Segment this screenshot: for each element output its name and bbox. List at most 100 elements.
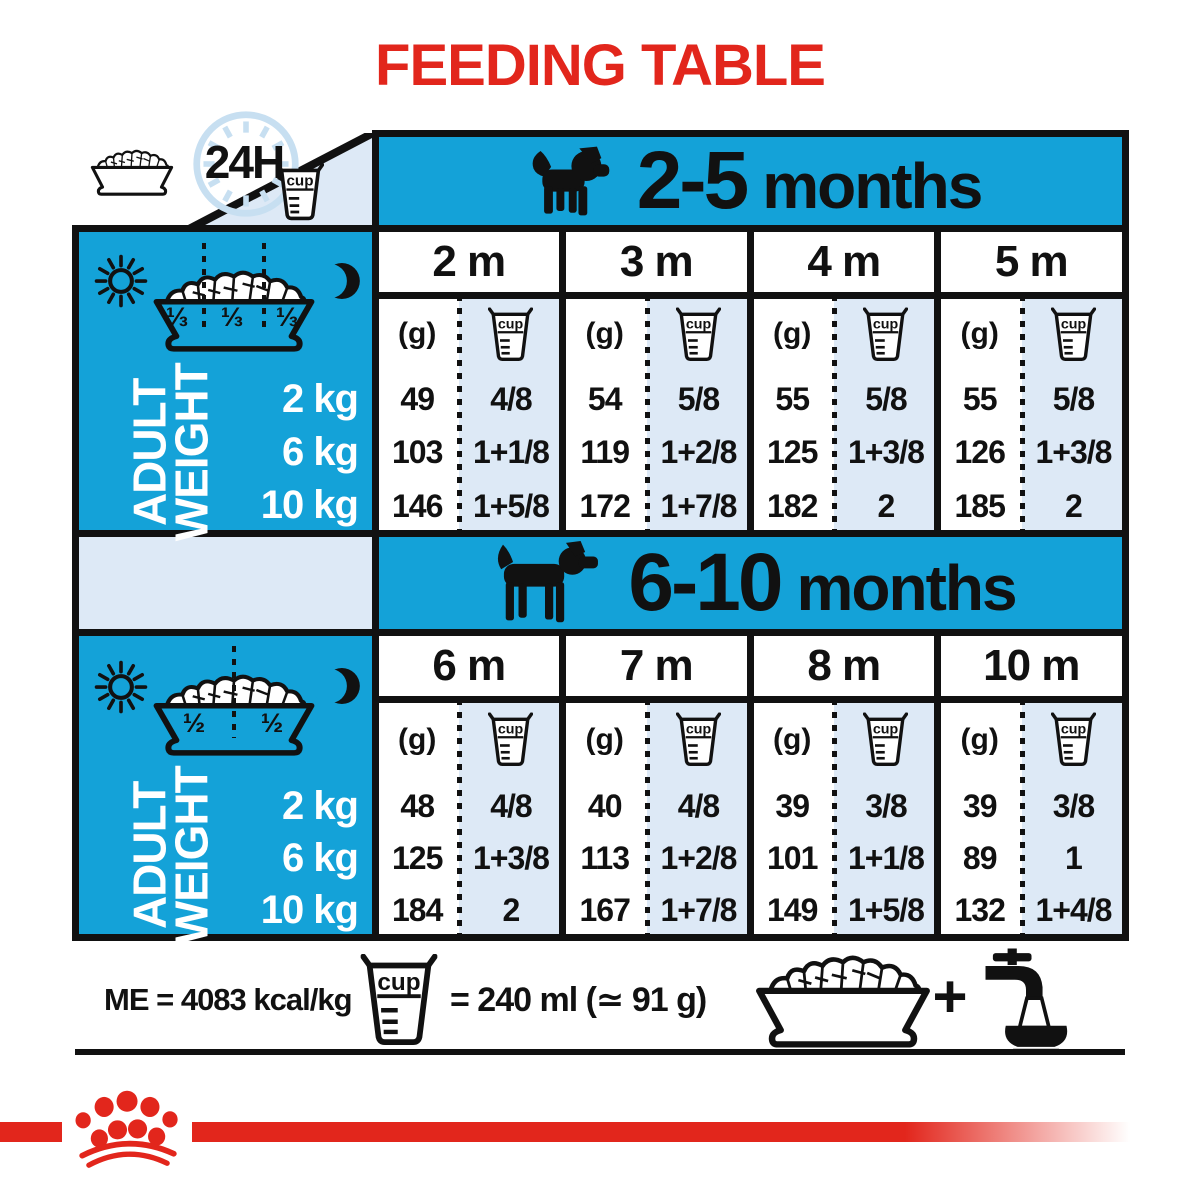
cups-value: 1+1/8 xyxy=(472,434,550,471)
dotted-divider xyxy=(832,699,837,937)
moon-icon xyxy=(316,663,362,709)
measuring-cup-icon xyxy=(834,295,937,373)
plus-icon: + xyxy=(932,962,968,1030)
month-header: 8 m xyxy=(807,640,881,690)
dotted-divider xyxy=(832,295,837,533)
gram-unit-label: (g) xyxy=(398,317,437,350)
section2-header-bg xyxy=(375,533,1125,632)
dotted-divider xyxy=(1019,295,1025,533)
table-cell: 182 2 xyxy=(750,480,938,533)
table-cell: 39 3/8 xyxy=(938,780,1126,832)
table-cell: 55 5/8 xyxy=(750,373,938,426)
table-cell: 146 1+5/8 xyxy=(375,480,563,533)
measuring-cup-icon xyxy=(360,954,438,1046)
month-header: 4 m xyxy=(807,236,881,286)
table-cell: 103 1+1/8 xyxy=(375,426,563,479)
kibble-bowl-icon xyxy=(88,146,176,196)
grams-value: 55 xyxy=(962,381,998,418)
timer-24h-label: 24H xyxy=(204,136,285,188)
gram-unit-label: (g) xyxy=(585,722,624,756)
royal-canin-crown-icon xyxy=(68,1085,188,1169)
table-cell: 132 1+4/8 xyxy=(938,885,1126,937)
gram-unit-label: (g) xyxy=(585,317,624,350)
cups-value: 5/8 xyxy=(865,381,907,418)
cups-value: 1+5/8 xyxy=(847,892,925,929)
portion-fraction: ⅓ xyxy=(220,302,244,332)
table-border xyxy=(71,224,79,941)
cups-value: 2 xyxy=(877,487,896,524)
brand-band-left xyxy=(0,1122,62,1142)
brand-band-right xyxy=(192,1122,1130,1142)
bowl-portion-divider xyxy=(232,646,236,738)
table-cell: 49 4/8 xyxy=(375,373,563,426)
grams-value: 146 xyxy=(391,487,443,524)
table-cell: 54 5/8 xyxy=(563,373,751,426)
cups-value: 1+7/8 xyxy=(660,487,737,524)
table-border xyxy=(559,628,566,941)
table-cell: 126 1+3/8 xyxy=(938,426,1126,479)
grams-value: 39 xyxy=(775,787,810,824)
cups-value: 4/8 xyxy=(490,381,532,418)
gram-unit-label: (g) xyxy=(398,722,437,756)
grams-value: 40 xyxy=(587,787,623,824)
table-cell: 167 1+7/8 xyxy=(563,885,751,937)
cups-value: 5/8 xyxy=(677,381,720,418)
month-header: 5 m xyxy=(994,236,1069,286)
age-range: 2-5 xyxy=(636,134,750,226)
cups-value: 4/8 xyxy=(677,787,720,824)
table-cell: 40 4/8 xyxy=(563,780,751,832)
gram-unit-label: (g) xyxy=(773,317,812,350)
measuring-cup-icon xyxy=(647,699,750,780)
grams-value: 182 xyxy=(766,487,818,524)
sun-icon xyxy=(92,252,150,310)
weight-row-header: 2 kg xyxy=(281,783,359,828)
cups-value: 1+2/8 xyxy=(660,839,737,876)
measuring-cup-icon xyxy=(459,295,562,373)
section2-header: 6-10 months xyxy=(375,533,1200,632)
table-cell: 48 4/8 xyxy=(375,780,563,832)
grams-value: 125 xyxy=(391,839,443,876)
month-header: 2 m xyxy=(432,236,506,286)
grams-value: 172 xyxy=(579,487,630,524)
cups-value: 1 xyxy=(1065,839,1083,876)
dotted-divider xyxy=(457,295,462,533)
grams-value: 113 xyxy=(580,839,630,876)
grams-value: 125 xyxy=(766,434,818,471)
kibble-bowl-icon xyxy=(750,948,936,1048)
portion-fraction: ⅓ xyxy=(165,302,189,332)
energy-label: ME = 4083 kcal/kg xyxy=(104,982,353,1017)
grams-value: 101 xyxy=(766,839,818,876)
table-border xyxy=(71,224,1129,232)
measuring-cup-icon xyxy=(459,699,562,780)
grams-value: 119 xyxy=(580,434,630,471)
age-unit: months xyxy=(796,551,1018,624)
weight-row-header: 6 kg xyxy=(281,835,359,880)
cups-value: 1+3/8 xyxy=(1035,434,1112,471)
cups-value: 1+1/8 xyxy=(847,839,925,876)
month-header: 3 m xyxy=(619,236,694,286)
table-border xyxy=(371,129,379,941)
table-cell: 39 3/8 xyxy=(750,780,938,832)
table-border xyxy=(746,628,754,941)
moon-icon xyxy=(316,258,362,304)
section1-unit-row: (g) (g) (g) (g) xyxy=(375,295,1125,373)
section1-header-bg xyxy=(375,133,1125,228)
adult-weight-line: ADULT xyxy=(123,781,176,929)
grams-value: 89 xyxy=(962,839,998,876)
measuring-cup-icon xyxy=(1022,699,1125,780)
cups-value: 3/8 xyxy=(1052,787,1095,824)
cups-value: 4/8 xyxy=(490,787,532,824)
table-border xyxy=(71,628,1129,636)
cups-value: 2 xyxy=(502,892,521,929)
dotted-divider xyxy=(644,295,650,533)
table-cell: 125 1+3/8 xyxy=(750,426,938,479)
section1-month-row: 2 m 3 m 4 m 5 m xyxy=(375,228,1125,295)
grams-value: 103 xyxy=(391,434,443,471)
cups-value: 1+4/8 xyxy=(1035,892,1112,929)
grams-value: 48 xyxy=(400,787,435,824)
cups-value: 1+2/8 xyxy=(660,434,737,471)
table-border xyxy=(934,628,941,941)
weight-row-header: 10 kg xyxy=(260,888,359,932)
table-cell: 125 1+3/8 xyxy=(375,832,563,884)
